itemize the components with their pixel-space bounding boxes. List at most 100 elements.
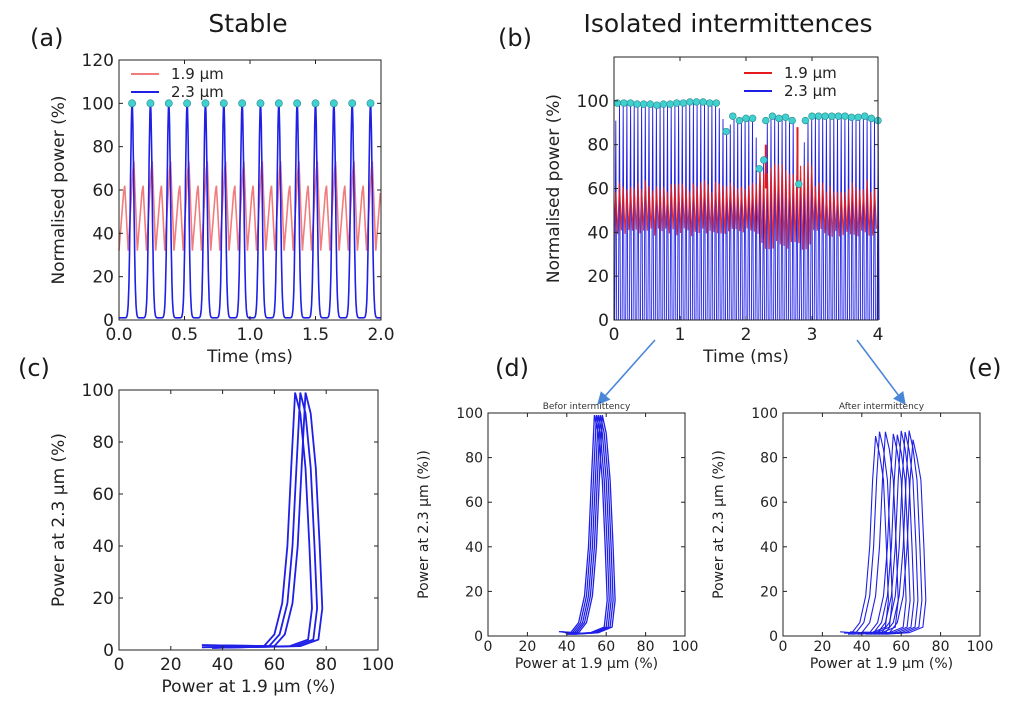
- peak-marker: [768, 112, 777, 120]
- x-tick-label: 0.0: [105, 325, 132, 345]
- y-tick-label: 100: [456, 406, 483, 422]
- peak-marker: [639, 100, 648, 108]
- peak-marker: [735, 116, 744, 125]
- x-tick-label: 1.0: [236, 325, 263, 345]
- phase-loop: [558, 415, 608, 635]
- y-tick-label: 100: [82, 381, 114, 401]
- x-tick-label: 80: [637, 639, 655, 655]
- peak-marker: [633, 100, 641, 108]
- peak-marker: [329, 99, 338, 108]
- peak-marker: [760, 156, 768, 164]
- x-tick-label: 4: [873, 325, 884, 345]
- panel-label-e: (e): [968, 354, 1002, 382]
- panel-label-d: (d): [495, 354, 529, 382]
- panel-label-b: (b): [498, 24, 532, 52]
- peak-marker: [692, 98, 701, 106]
- subplot-title: After intermittency: [839, 402, 925, 412]
- y-tick-label: 60: [760, 495, 778, 511]
- peak-marker: [847, 113, 856, 121]
- y-axis-label: Power at 2.3 µm (%)): [416, 450, 432, 599]
- y-tick-label: 100: [577, 92, 609, 112]
- y-tick-label: 40: [760, 540, 778, 556]
- peak-marker: [775, 114, 783, 123]
- y-tick-label: 0: [103, 641, 114, 661]
- y-tick-label: 100: [751, 406, 778, 422]
- peak-marker: [748, 114, 757, 123]
- panel-label-a: (a): [30, 24, 63, 52]
- peak-marker: [666, 100, 674, 108]
- peak-marker: [729, 112, 737, 120]
- x-tick-label: 20: [518, 639, 536, 655]
- peak-marker: [808, 112, 816, 120]
- peak-marker: [755, 165, 763, 173]
- arrow-to-d: [597, 339, 656, 405]
- peak-marker: [841, 112, 849, 120]
- x-tick-label: 20: [160, 655, 182, 675]
- legend-entry: 1.9 µm: [784, 64, 837, 82]
- peak-marker: [348, 99, 357, 108]
- peak-marker: [183, 99, 192, 108]
- peak-marker: [311, 99, 320, 108]
- x-tick-label: 1: [675, 325, 686, 345]
- peak-marker: [814, 112, 823, 120]
- peak-marker: [653, 101, 661, 109]
- peak-marker: [828, 112, 836, 120]
- x-tick-label: 2.0: [367, 325, 394, 345]
- legend-entry: 2.3 µm: [171, 83, 224, 101]
- subplot-title: Befor intermittency: [543, 402, 631, 412]
- x-tick-label: 100: [672, 639, 699, 655]
- phase-loop: [849, 431, 899, 635]
- stable-title: Stable: [208, 9, 287, 38]
- y-tick-label: 0: [769, 629, 778, 645]
- y-axis-label: Normalised power (%): [49, 95, 69, 284]
- phase-loop: [201, 392, 313, 649]
- x-tick-label: 60: [597, 639, 615, 655]
- y-tick-label: 60: [465, 495, 483, 511]
- x-tick-label: 0: [779, 639, 788, 655]
- y-tick-label: 20: [587, 267, 609, 287]
- x-axis-label: Power at 1.9 µm (%): [162, 677, 336, 697]
- y-tick-label: 0: [103, 311, 114, 331]
- phase-loop: [201, 392, 319, 649]
- phase-loop: [865, 430, 915, 635]
- panel-label-c: (c): [18, 354, 50, 382]
- peak-marker: [795, 180, 803, 188]
- y-tick-label: 80: [465, 451, 483, 467]
- x-axis-label: Power at 1.9 µm (%): [515, 656, 658, 672]
- peak-marker: [164, 99, 173, 108]
- peak-marker: [128, 99, 136, 108]
- arrow-to-e: [856, 339, 906, 406]
- peak-marker: [699, 98, 707, 106]
- peak-marker: [672, 99, 681, 107]
- peak-marker: [659, 100, 668, 108]
- x-tick-label: 0.5: [171, 325, 198, 345]
- phase-loop: [861, 434, 911, 635]
- peak-marker: [762, 116, 770, 125]
- phase-loop: [566, 415, 616, 635]
- x-axis-label: Time (ms): [702, 347, 789, 367]
- y-axis-label: Power at 2.3 µm (%)): [711, 450, 727, 599]
- x-tick-label: 0: [114, 655, 125, 675]
- peak-marker: [293, 99, 302, 108]
- x-tick-label: 2: [741, 325, 752, 345]
- y-tick-label: 0: [474, 629, 483, 645]
- peak-marker: [620, 99, 628, 107]
- x-tick-label: 60: [892, 639, 910, 655]
- series-line-2p3um: [614, 101, 880, 321]
- x-tick-label: 80: [932, 639, 950, 655]
- chart-panel-e: 0 20 40 60 80 100 0 20 40 60 80 100 Power at 1.9 µm …: [711, 402, 993, 672]
- x-tick-label: 80: [315, 655, 337, 675]
- y-tick-label: 120: [82, 51, 114, 71]
- x-tick-label: 3: [807, 325, 818, 345]
- y-axis-label: Normalised power (%): [544, 94, 564, 283]
- x-tick-label: 60: [264, 655, 286, 675]
- legend-entry: 2.3 µm: [784, 82, 837, 100]
- y-tick-label: 80: [92, 433, 114, 453]
- plot-frame: [118, 59, 382, 321]
- peak-marker: [801, 116, 810, 125]
- peak-marker: [788, 116, 796, 125]
- y-axis-label: Power at 2.3 µm (%): [49, 433, 69, 607]
- peak-marker: [861, 112, 869, 120]
- peak-marker: [219, 99, 228, 108]
